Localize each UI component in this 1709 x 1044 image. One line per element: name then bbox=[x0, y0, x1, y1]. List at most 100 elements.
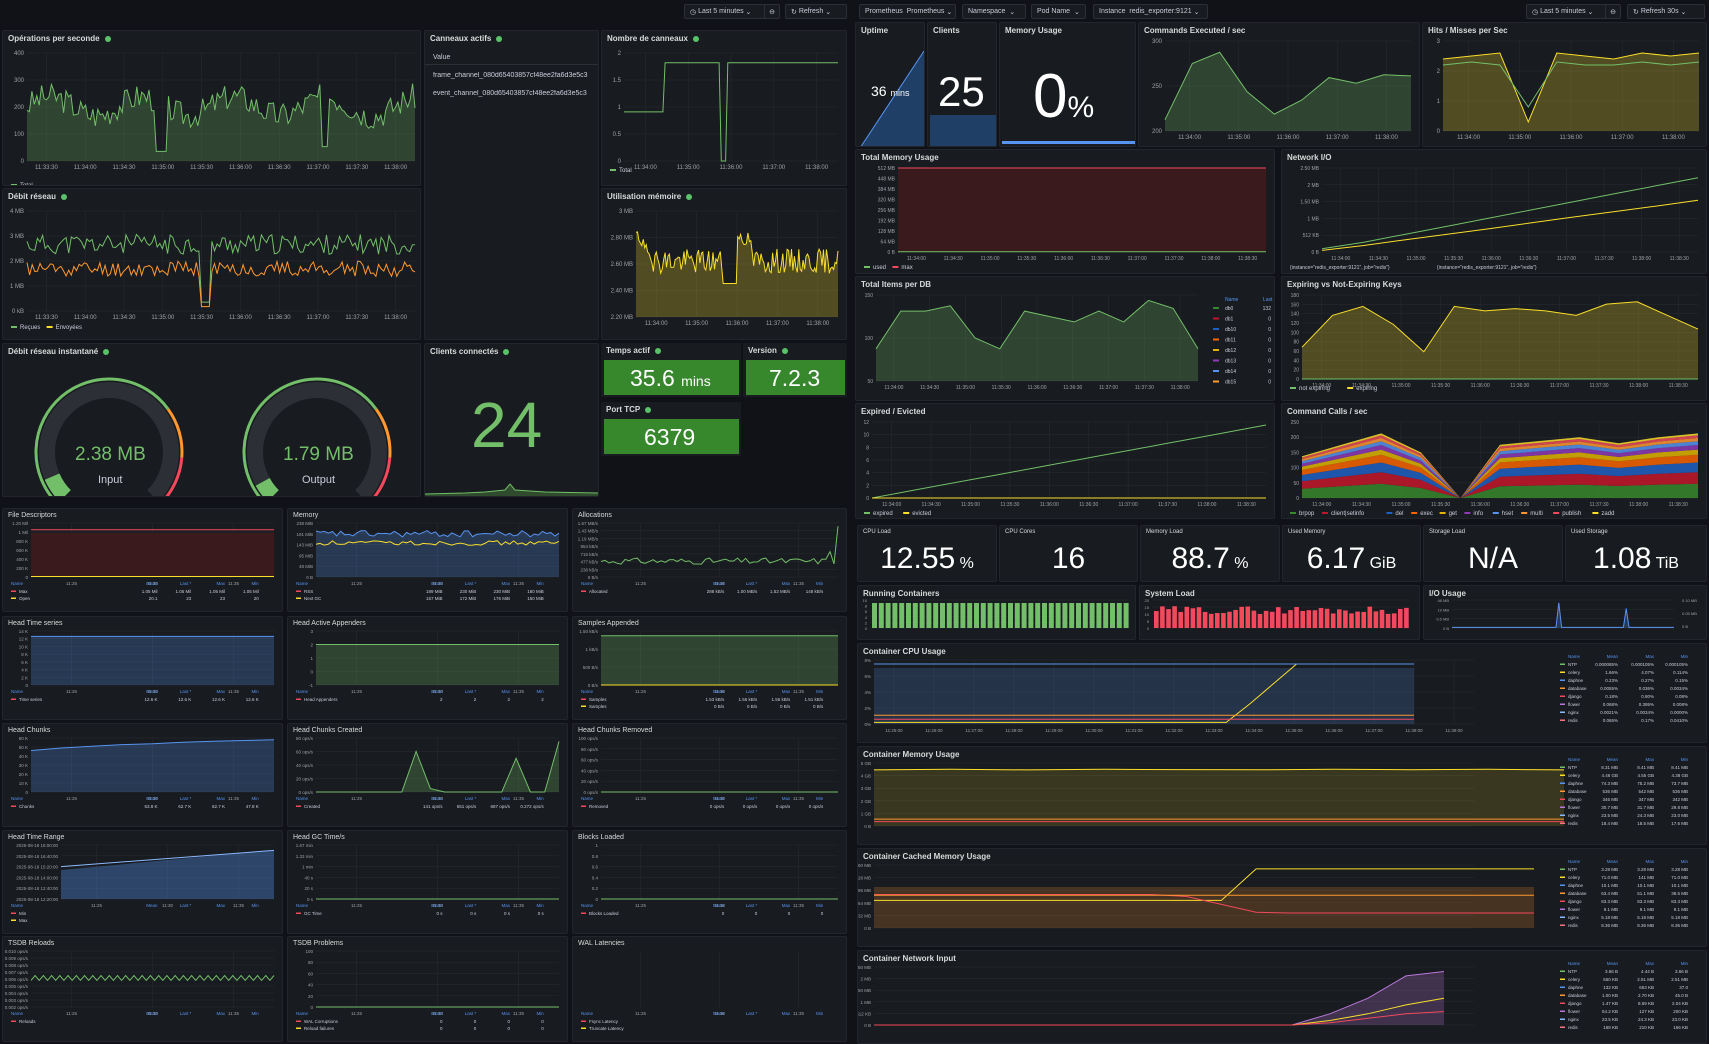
y-tick-label: 1 MB bbox=[1307, 216, 1319, 222]
output-series-line bbox=[1321, 199, 1699, 251]
time-range-picker[interactable]: ◷ Last 5 minutes ⌄ bbox=[684, 4, 772, 19]
y-tick-label: 64 MB bbox=[858, 901, 871, 906]
x-tick-label: 11:30 bbox=[432, 1011, 443, 1016]
legend-value: 0.27% bbox=[1641, 678, 1654, 683]
namespace-select[interactable]: Namespace ⌄ bbox=[962, 4, 1026, 19]
panel-title: Utilisation mémoire bbox=[607, 192, 682, 201]
legend-name: Fsync Latency bbox=[589, 1019, 619, 1024]
legend-value: 8.69 KB bbox=[1638, 1001, 1654, 1006]
datasource-select[interactable]: Prometheus Prometheus ⌄ bbox=[859, 4, 956, 19]
y-tick-label: 0 bbox=[865, 626, 868, 631]
legend-swatch bbox=[11, 919, 16, 921]
x-tick-label: 11:25 bbox=[91, 903, 102, 908]
network-io-chart: 2.50 MB 2 MB 1.50 MB 1 MB 512 KB 0 B 11:34:00 1… bbox=[1290, 166, 1699, 271]
legend-swatch bbox=[1560, 916, 1565, 918]
x-tick-label: 11:37:30 bbox=[345, 165, 369, 171]
io-chart: 48 MB 19 MB 9.5 MB 0 B 0.10 MB 0.05 MB 0 B bbox=[1436, 598, 1697, 631]
panel-gc: Head GC Time/s 1.67 min 1.33 min 1 min 40 s 2… bbox=[287, 830, 568, 934]
legend-value: 2 bbox=[474, 697, 477, 702]
legend-swatch bbox=[296, 912, 301, 914]
y-tick-label: 8 K bbox=[21, 652, 28, 657]
blocks-chart: 1 0.8 0.6 0.4 0.2 0 11:25 11:30 11:35 Name Mean Las… bbox=[581, 843, 838, 916]
legend-value: 148 kB/s bbox=[806, 589, 824, 594]
instance-select[interactable]: Instance redis_exporter:9121 ⌄ bbox=[1093, 4, 1208, 19]
y-tick-label: 0 ops/s bbox=[298, 790, 313, 795]
stat-background: 6379 bbox=[604, 419, 739, 454]
legend-value: 0 bbox=[541, 1019, 544, 1024]
bar bbox=[1184, 606, 1190, 628]
container-cache-chart: 160 MB 128 MB 96 MB 64 MB 32 MB 0 B Name Mean Ma… bbox=[858, 859, 1688, 931]
legend-swatch bbox=[1560, 908, 1565, 910]
chevron-down-icon: ⌄ bbox=[743, 8, 752, 16]
network-rate-chart: 4 MB 3 MB 2 MB 1 MB 0 kB 11:33:30 11:34:00 11:3… bbox=[10, 209, 416, 331]
legend-value: 189 MiB bbox=[426, 589, 443, 594]
legend-label: max bbox=[901, 265, 912, 271]
x-tick-label: 11:35:00 bbox=[151, 315, 175, 321]
y-tick-label: 50 bbox=[867, 379, 873, 385]
zoom-out-button[interactable]: ⊖ bbox=[764, 4, 780, 19]
panel-title: Temps actif bbox=[606, 346, 650, 355]
y-tick-label: 300 bbox=[14, 78, 25, 84]
y-tick-label: 10 K bbox=[19, 781, 28, 786]
time-range-picker-right[interactable]: ◷ Last 5 minutes ⌄ bbox=[1526, 4, 1614, 19]
panel-title: Blocks Loaded bbox=[578, 834, 624, 841]
y-tick-label: 2% bbox=[864, 706, 871, 711]
legend-value: 200 KB bbox=[1673, 1009, 1688, 1014]
y-tick-label: 2025-08-18 12:40:00 bbox=[16, 886, 58, 891]
legend-name: Time series bbox=[19, 697, 43, 702]
pod-name-select[interactable]: Pod Name ⌄ bbox=[1031, 4, 1086, 19]
x-tick-label: 11:30 bbox=[147, 689, 158, 694]
legend-header: Name bbox=[1568, 859, 1581, 864]
stat-number: 6.17 bbox=[1306, 542, 1366, 575]
bar bbox=[1172, 606, 1177, 628]
y-tick-label: 20 bbox=[1145, 598, 1150, 603]
legend-value: 0 bbox=[474, 1026, 477, 1031]
panel-expiring-keys: Expiring vs Not-Expiring Keys 180 160 140 1… bbox=[1281, 276, 1707, 401]
legend-value: 550 KB bbox=[1603, 977, 1618, 982]
legend-value: 0.0034% bbox=[1636, 710, 1654, 715]
chevron-down-icon: ⌄ bbox=[823, 8, 832, 16]
legend-value: 0.18% bbox=[1605, 694, 1618, 699]
panel-operations-per-second: Opérations per seconde 400 300 200 100 0 11:3… bbox=[2, 30, 421, 186]
panel-hits-misses: Hits / Misses per Sec 3 2 1 0 11:34:00 11:35:… bbox=[1422, 22, 1707, 147]
bar bbox=[1014, 603, 1020, 628]
refresh-button[interactable]: ↻ Refresh ⌄ bbox=[785, 4, 847, 19]
legend-value: 20.1 bbox=[149, 596, 158, 601]
legend-header: Name bbox=[11, 796, 24, 801]
x-tick-label: 11:35 bbox=[793, 1011, 804, 1016]
legend-swatch bbox=[610, 169, 616, 171]
refresh-button-right[interactable]: ↻ Refresh 30s ⌄ bbox=[1627, 4, 1705, 19]
x-tick-label: 11:35:30 bbox=[992, 385, 1011, 391]
y-tick-label: 1.50 MB bbox=[1300, 200, 1319, 206]
expiring-chart: 180 160 140 120 100 80 60 40 20 0 11:34:00 11:34:30… bbox=[1290, 293, 1699, 392]
status-dot bbox=[692, 35, 699, 42]
legend-value: 0 bbox=[1268, 369, 1271, 375]
x-tick-label: 11:34:00 bbox=[74, 315, 98, 321]
panel-title: Débit réseau bbox=[8, 192, 57, 201]
legend-value: 4.38 GB bbox=[1671, 773, 1688, 778]
y-tick-label: 5 bbox=[1147, 619, 1150, 624]
y-tick-label: 10 K bbox=[19, 644, 28, 649]
ops-chart: 400 300 200 100 0 11:33:30 11:34:00 11:34:30 11:… bbox=[11, 51, 416, 185]
legend-swatch bbox=[1560, 1010, 1565, 1012]
x-tick-label: 11:25 bbox=[351, 581, 362, 586]
zoom-out-button-right[interactable]: ⊖ bbox=[1605, 4, 1621, 19]
input-gauge-threshold-green bbox=[34, 377, 170, 496]
y-tick-label: 1.20 Mil bbox=[12, 521, 28, 526]
bar bbox=[1288, 610, 1293, 628]
y-tick-label: 256 MB bbox=[878, 208, 896, 214]
legend-value: 687 ops/s bbox=[490, 804, 510, 809]
y-tick-label: 96 MB bbox=[858, 888, 871, 893]
bar bbox=[1282, 613, 1287, 628]
legend-name: Samples bbox=[589, 704, 607, 709]
x-tick-label: 11:38:00 bbox=[1405, 728, 1423, 733]
legend-name: db15 bbox=[1225, 380, 1236, 386]
legend-value: 0 bbox=[1268, 348, 1271, 354]
x-tick-label: 11:35:00 bbox=[961, 502, 980, 508]
legend-value: 0.0000% bbox=[1670, 710, 1688, 715]
bar bbox=[1330, 613, 1336, 628]
legend-value: 0 bbox=[507, 1019, 510, 1024]
stat-number: 16 bbox=[1051, 542, 1086, 575]
chremoved-chart: 100 ops/s 80 ops/s 60 ops/s 40 ops/s 20 ops/… bbox=[578, 736, 838, 809]
legend-value: 3.28 MB bbox=[1671, 867, 1688, 872]
